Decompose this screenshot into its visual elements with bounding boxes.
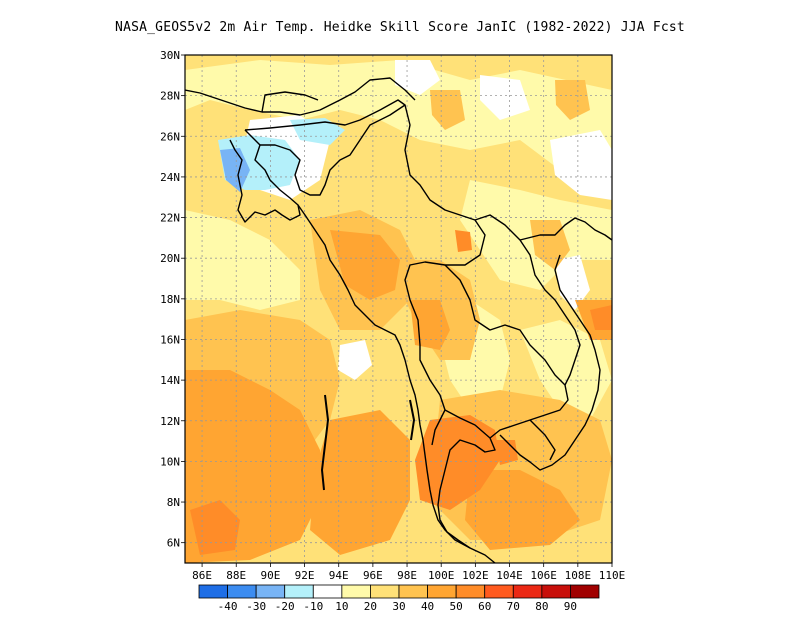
colorbar-swatch [370, 584, 400, 599]
map-frame [184, 54, 613, 564]
lat-tick-label: 30N [160, 49, 180, 62]
lon-tick-label: 92E [295, 569, 315, 582]
lat-tick-label: 28N [160, 90, 180, 103]
colorbar-swatch [312, 584, 343, 599]
colorbar-swatch [198, 584, 228, 599]
field-white-n2 [480, 75, 530, 120]
latitude-labels: 6N 8N 10N 12N 14N 16N 18N 20N 22N 24N 26N 28N 30N [160, 49, 180, 550]
field-red-e [590, 305, 612, 330]
lat-tick-label: 6N [167, 537, 180, 550]
field-red-gulf [415, 415, 500, 510]
lon-tick-label: 96E [363, 569, 383, 582]
colorbar-swatch [427, 584, 457, 599]
colorbar-swatch [512, 584, 543, 599]
colorbar-swatch [570, 584, 600, 599]
border-myanmar-east [404, 104, 486, 446]
field-orange-n [430, 90, 465, 130]
lon-tick-label: 88E [226, 569, 246, 582]
border-assam [244, 99, 406, 196]
lat-tick-label: 14N [160, 374, 180, 387]
colorbar-label: 90 [564, 600, 577, 613]
lon-tick-label: 106E [530, 569, 557, 582]
lat-tick-label: 8N [167, 496, 180, 509]
colorbar-label: 60 [478, 600, 491, 613]
colorbar [198, 584, 600, 599]
border-bhutan [261, 91, 319, 113]
colorbar-label: 30 [392, 600, 405, 613]
lat-tick-label: 12N [160, 415, 180, 428]
field-red-thai [455, 230, 472, 252]
coast-gulf-thailand [437, 409, 496, 549]
lon-tick-label: 86E [192, 569, 212, 582]
lat-tick-label: 24N [160, 171, 180, 184]
field-white-ne [550, 130, 612, 200]
colorbar-label: 80 [535, 600, 548, 613]
lon-tick-label: 104E [496, 569, 523, 582]
coastlines-borders [185, 77, 612, 563]
lon-tick-label: 108E [565, 569, 592, 582]
colorbar-swatch [455, 584, 486, 599]
map-gridlines [181, 54, 613, 567]
field-light-west [185, 210, 300, 310]
colorbar-swatch [398, 584, 428, 599]
colorbar-label: 10 [335, 600, 348, 613]
mergui-islands [409, 399, 415, 441]
lon-tick-label: 98E [397, 569, 417, 582]
colorbar-label: 50 [450, 600, 463, 613]
border-cambodia [529, 419, 556, 461]
colorbar-label: -40 [218, 600, 238, 613]
border-nepal [185, 77, 416, 116]
colorbar-label: 70 [507, 600, 520, 613]
colorbar-swatch [484, 584, 514, 599]
andaman-islands [321, 394, 329, 491]
coast-vietnam [519, 217, 612, 241]
field-darkorange-se [465, 470, 580, 550]
coast-myanmar-west [297, 204, 496, 563]
field-orange-ne [555, 80, 590, 120]
colorbar-swatch [255, 584, 286, 599]
field-white-mid [338, 340, 372, 380]
longitude-labels: 86E 88E 90E 92E 94E 96E 98E 100E 102E 104E 106E 108… [192, 569, 625, 582]
field-darkorange-burma [330, 230, 400, 300]
lon-tick-label: 94E [329, 569, 349, 582]
colorbar-label: -10 [303, 600, 323, 613]
colorbar-label: -20 [275, 600, 295, 613]
coast-vietnam-south [499, 254, 601, 471]
colorbar-label: -30 [246, 600, 266, 613]
field-light-ne2 [520, 320, 612, 420]
lat-tick-label: 20N [160, 252, 180, 265]
lon-tick-label: 102E [462, 569, 489, 582]
lat-tick-label: 26N [160, 130, 180, 143]
field-darkorange-andaman [310, 410, 410, 555]
border-thailand [444, 264, 569, 439]
field-white-n1 [395, 60, 440, 95]
field-cold-bd2 [220, 148, 250, 192]
colorbar-swatch [341, 584, 371, 599]
colorbar-label: 20 [364, 600, 377, 613]
lon-tick-label: 90E [260, 569, 280, 582]
lat-tick-label: 10N [160, 455, 180, 468]
map-title: NASA_GEOS5v2 2m Air Temp. Heidke Skill S… [115, 20, 685, 35]
lon-tick-label: 100E [428, 569, 455, 582]
border-bangladesh [229, 129, 301, 223]
skill-field [185, 55, 612, 563]
field-red-se [495, 440, 518, 465]
lat-tick-label: 22N [160, 212, 180, 225]
colorbar-label: 40 [421, 600, 434, 613]
colorbar-swatch [284, 584, 314, 599]
colorbar-swatch [227, 584, 257, 599]
border-laos [474, 214, 581, 386]
field-red-sw [190, 500, 240, 555]
lat-tick-label: 16N [160, 333, 180, 346]
field-orange-e [530, 220, 570, 270]
lat-tick-label: 18N [160, 293, 180, 306]
colorbar-labels: -40 -30 -20 -10 10 20 30 40 50 60 70 80 90 [218, 600, 577, 613]
colorbar-swatch [541, 584, 571, 599]
lon-tick-label: 110E [599, 569, 626, 582]
